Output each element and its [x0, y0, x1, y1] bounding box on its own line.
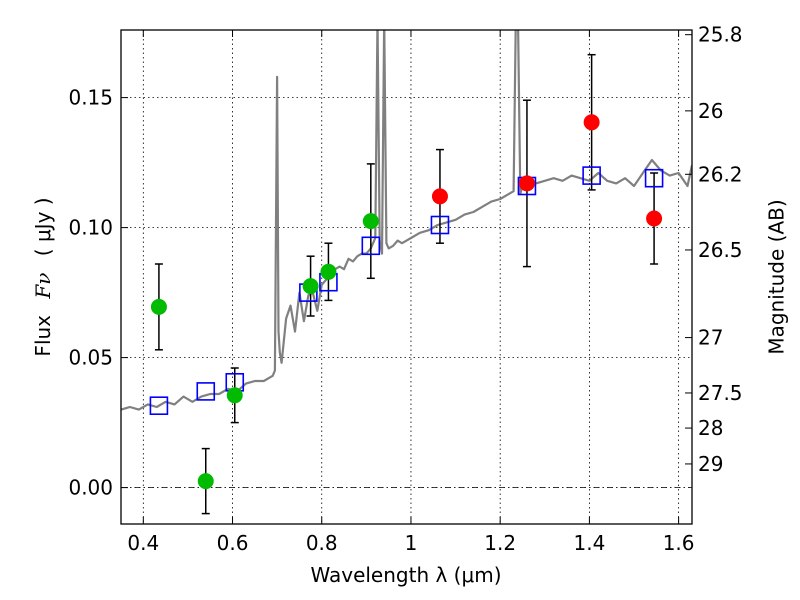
plot-area — [121, 30, 692, 524]
spectrum-line — [121, 30, 692, 411]
observed-circle-marker — [646, 210, 663, 227]
y-tick-label: 0.10 — [68, 216, 113, 240]
y-label-symbol: Fν — [31, 273, 55, 300]
model-square-marker — [582, 166, 601, 185]
x-tick-label: 0.4 — [127, 531, 159, 555]
x-tick-label: 1.2 — [484, 531, 516, 555]
observed-circle-marker — [431, 188, 448, 205]
observed-circle-marker — [302, 278, 319, 295]
magnitude-tick-label: 27.5 — [698, 381, 743, 405]
model-square-marker — [430, 215, 450, 235]
model-square-marker — [644, 168, 664, 188]
plot-layer — [121, 30, 692, 411]
ticks: 0.4 0.6 0.8 1 1.2 1.4 1.6 0.00 0.05 0.10 0.15 25.8 2… — [68, 23, 742, 555]
magnitude-tick-label: 27 — [698, 326, 723, 350]
model-square-marker — [361, 236, 381, 256]
magnitude-tick-label: 25.8 — [698, 23, 743, 47]
x-tick-label: 1.4 — [573, 531, 605, 555]
y-label-unit: ( μJy ) — [31, 197, 55, 256]
y-tick-label: 0.15 — [68, 86, 113, 110]
x-tick-label: 0.8 — [306, 531, 338, 555]
observed-circle-marker — [197, 473, 214, 490]
plot-frame — [120, 29, 693, 525]
observed-circle-marker — [362, 213, 379, 230]
x-tick-label: 1 — [405, 531, 418, 555]
x-tick-label: 0.6 — [217, 531, 249, 555]
y-axis-right-label: Magnitude (AB) — [765, 199, 789, 354]
magnitude-tick-label: 26.2 — [698, 162, 743, 186]
svg-text:Flux Fν ( μJy ): Flux Fν ( μJy ) — [31, 197, 55, 356]
markers — [149, 114, 664, 490]
observed-circle-marker — [518, 175, 535, 192]
magnitude-tick-label: 26 — [698, 99, 723, 123]
observed-circle-marker — [320, 263, 337, 280]
x-axis-label: Wavelength λ (μm) — [310, 563, 501, 587]
observed-circle-marker — [226, 387, 243, 404]
y-axis-left-label: Flux Fν ( μJy ) — [31, 197, 55, 356]
observed-circle-marker — [583, 114, 600, 131]
x-tick-label: 1.6 — [663, 531, 695, 555]
magnitude-tick-label: 28 — [698, 416, 723, 440]
y-tick-label: 0.05 — [68, 346, 113, 370]
y-tick-label: 0.00 — [68, 476, 113, 500]
model-square-marker — [196, 382, 216, 401]
y-label-prefix: Flux — [31, 315, 55, 357]
model-square-marker — [149, 396, 169, 416]
observed-circle-marker — [150, 298, 167, 315]
magnitude-tick-label: 29 — [698, 452, 723, 476]
magnitude-tick-label: 26.5 — [698, 238, 743, 262]
